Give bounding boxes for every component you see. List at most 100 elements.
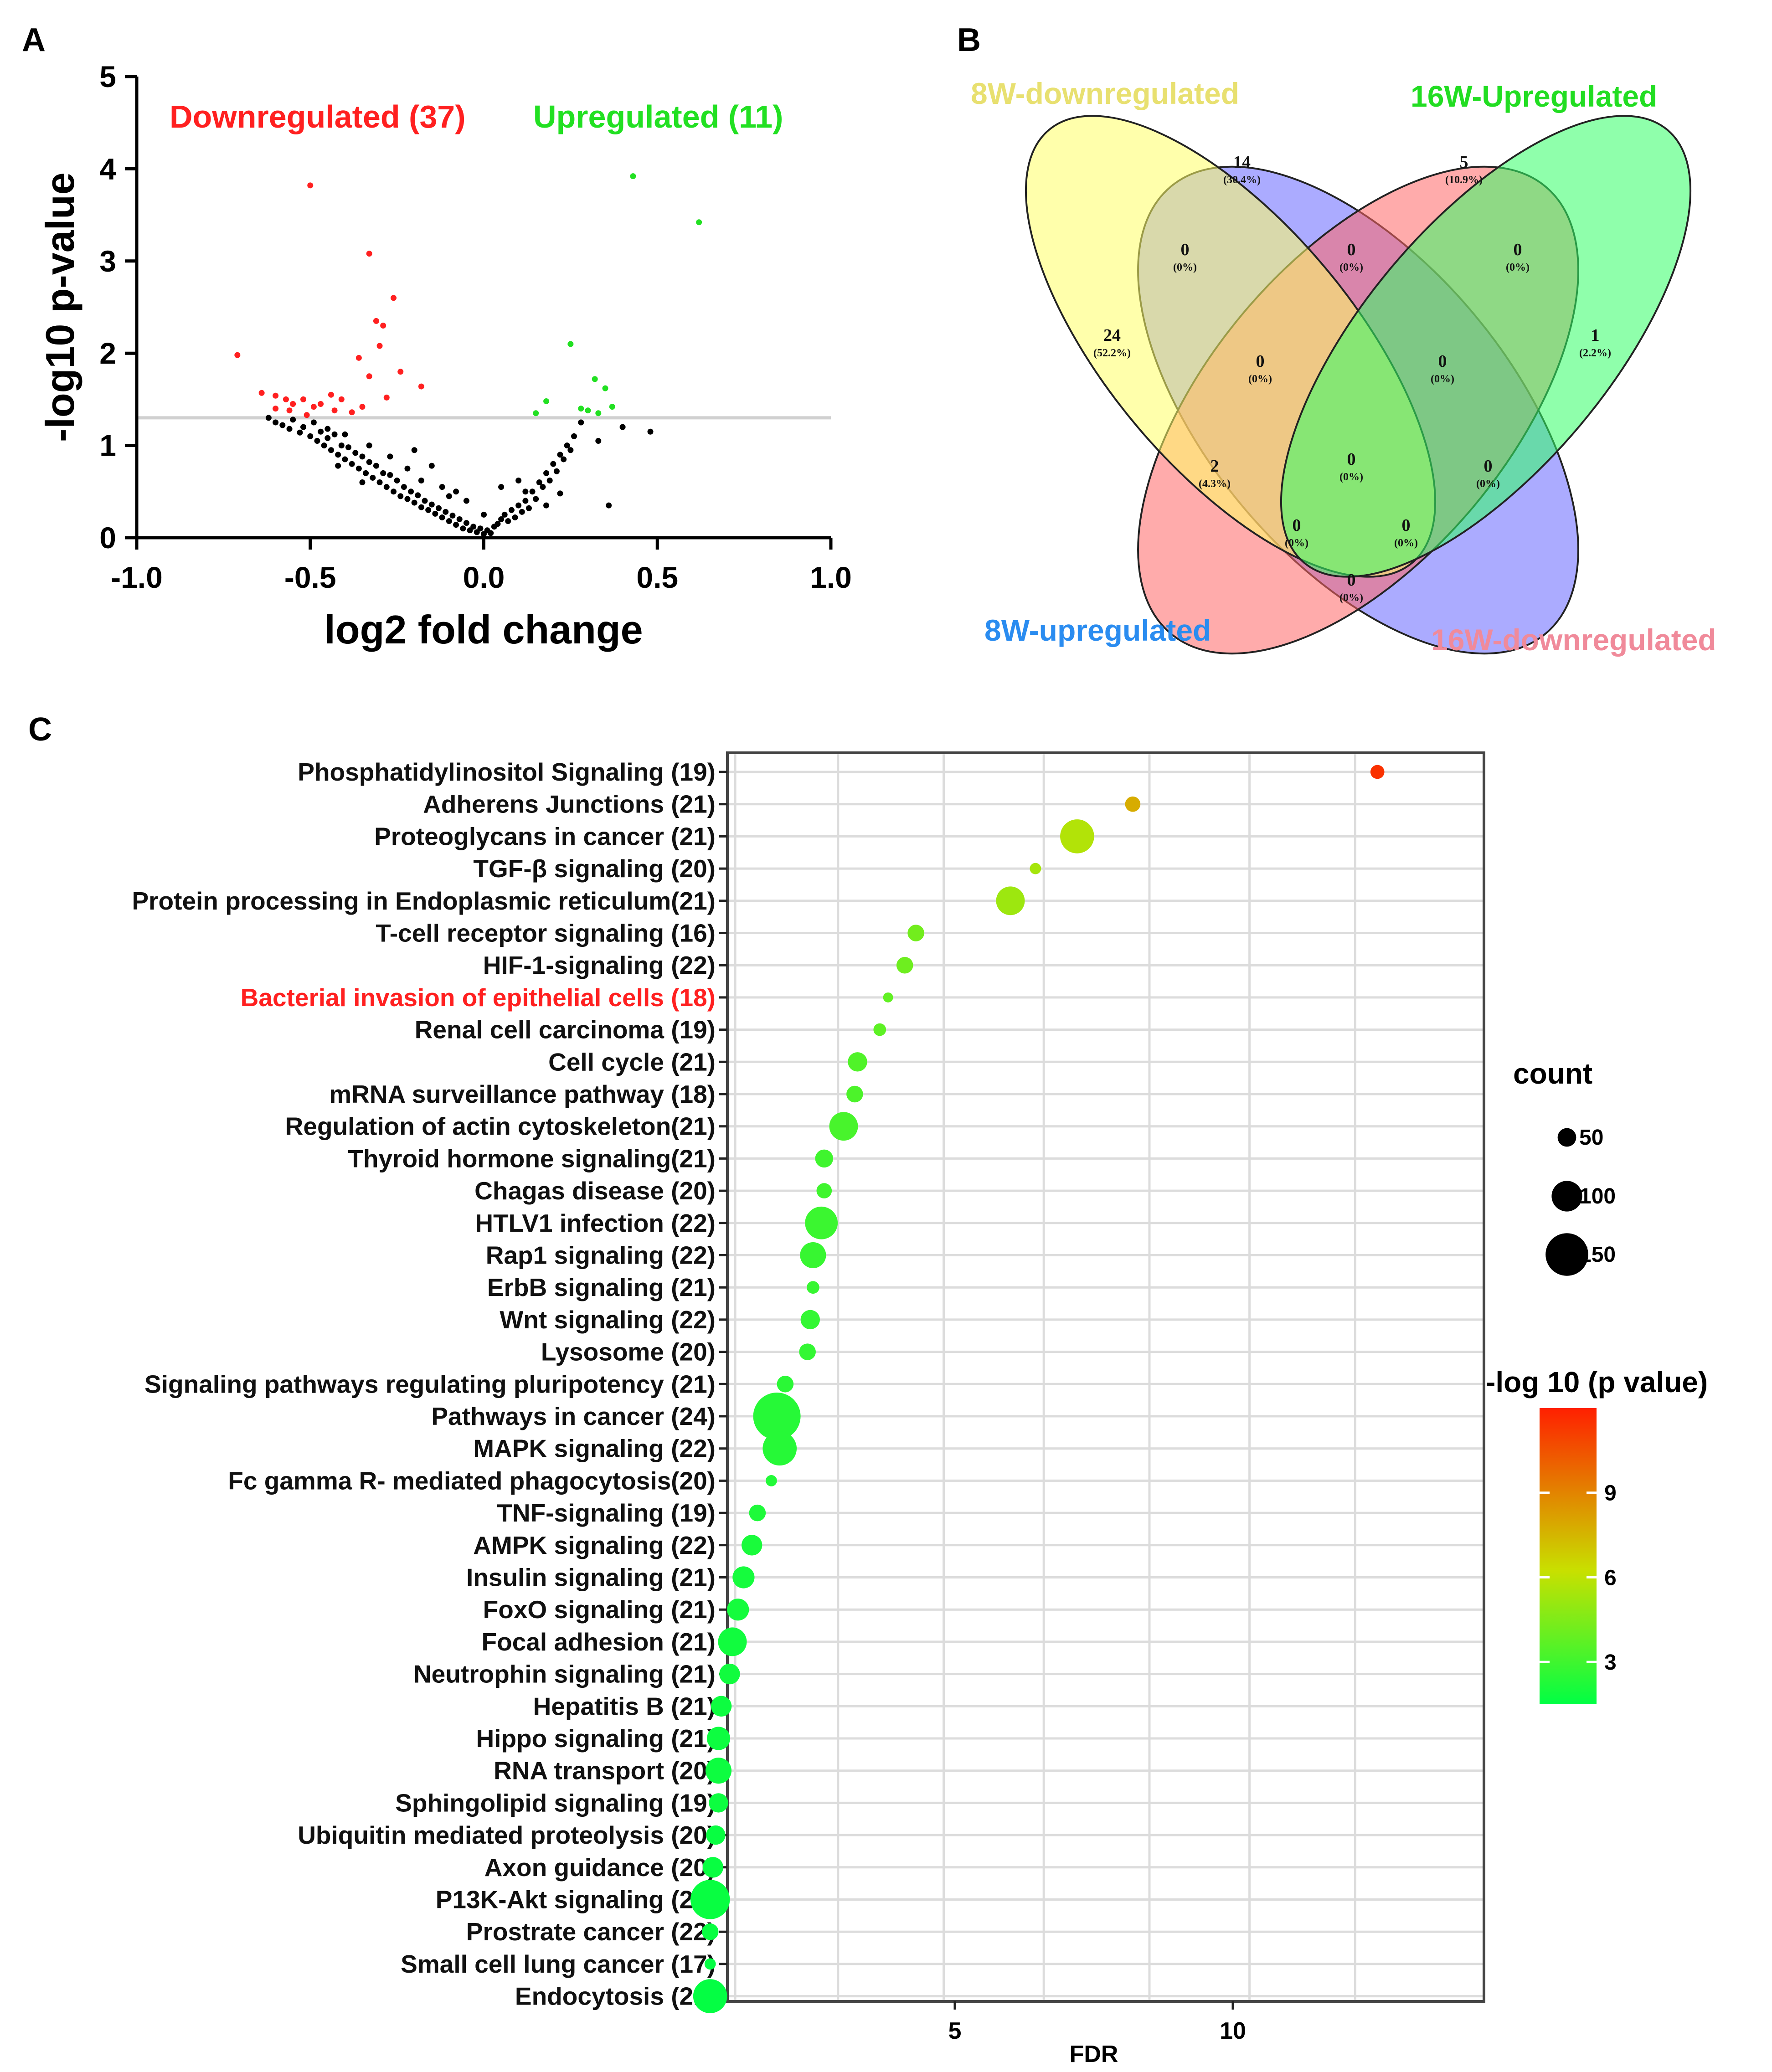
pathway-bubble [706, 1727, 731, 1750]
venn-region-percent: (0%) [1506, 262, 1530, 273]
volcano-point [411, 447, 417, 453]
pathway-bubble-chart: Phosphatidylinositol Signaling (19) Adher… [132, 751, 1708, 2067]
upregulated-annotation: Upregulated (11) [533, 99, 783, 134]
venn-region-count: 0 [1256, 352, 1265, 371]
pathway-label: Sphingolipid signaling (19) [395, 1789, 716, 1817]
pathway-bubble [690, 1880, 730, 1919]
venn-region-count: 0 [1402, 516, 1411, 535]
volcano-point [453, 522, 459, 528]
pathway-label: Cell cycle (21) [548, 1048, 716, 1076]
pathway-label: Axon guidance (20) [484, 1853, 716, 1882]
volcano-point [349, 461, 355, 467]
venn-label-8w-upregulated: 8W-upregulated [984, 613, 1211, 647]
volcano-point [297, 429, 303, 436]
pathway-bubble [896, 956, 913, 974]
pathway-label: Endocytosis (21) [515, 1982, 716, 2010]
volcano-point [456, 516, 463, 523]
volcano-point [536, 479, 542, 486]
volcano-point [373, 318, 379, 324]
panel-label-a: A [22, 22, 46, 58]
volcano-point [366, 373, 372, 380]
pathway-bubble [711, 1696, 732, 1717]
volcano-point [258, 390, 265, 396]
pathway-label: Proteoglycans in cancer (21) [374, 822, 716, 850]
volcano-point [404, 465, 411, 472]
pathway-label: Rap1 signaling (22) [486, 1241, 716, 1270]
volcano-point [342, 431, 348, 437]
pathway-label: Adherens Junctions (21) [423, 790, 716, 818]
volcano-point [300, 396, 307, 402]
volcano-point [619, 424, 626, 430]
volcano-point [501, 511, 508, 518]
venn-region-count: 0 [1514, 240, 1522, 259]
volcano-point [338, 396, 345, 402]
pathway-label: AMPK signaling (22) [473, 1531, 716, 1559]
volcano-point [488, 530, 494, 536]
size-legend-dot [1545, 1233, 1588, 1276]
volcano-point [515, 502, 522, 509]
volcano-point [331, 431, 338, 437]
pathway-bubble [742, 1535, 762, 1556]
volcano-point [290, 401, 296, 407]
volcano-point [436, 505, 442, 511]
x-tick-label: 0.0 [463, 560, 505, 594]
volcano-point [543, 398, 550, 404]
volcano-point [355, 465, 362, 472]
pathway-bubble [766, 1475, 777, 1486]
color-scale-bar [1540, 1408, 1597, 1704]
pathway-bubble [709, 1793, 728, 1813]
volcano-point [557, 490, 563, 497]
pathway-label: Wnt signaling (22) [500, 1306, 716, 1334]
volcano-point [481, 511, 487, 518]
venn-region-percent: (0%) [1431, 373, 1454, 385]
volcano-point [470, 524, 477, 530]
volcano-point [543, 502, 550, 509]
venn-region-count: 0 [1347, 240, 1356, 259]
volcano-point [508, 507, 515, 513]
pathway-label: Bacterial invasion of epithelial cells (… [241, 983, 716, 1012]
volcano-point [290, 416, 296, 423]
pathway-bubble [753, 1393, 801, 1440]
volcano-point [335, 463, 341, 469]
volcano-point [283, 396, 289, 402]
volcano-point [328, 447, 334, 453]
x-tick-label: 10 [1220, 2018, 1246, 2044]
venn-diagram: 14 (30.4%) 5 (10.9%) 24 (52.2%) 1 (2.2%) 0 (0%) 0 (… [971, 77, 1716, 657]
pathway-bubble [800, 1242, 826, 1269]
venn-region-percent: (30.4%) [1223, 174, 1261, 186]
color-legend-label: 6 [1604, 1566, 1617, 1590]
pathway-label: Protein processing in Endoplasmic reticu… [132, 887, 716, 915]
size-legend-title: count [1513, 1057, 1592, 1090]
volcano-point [602, 385, 608, 391]
size-legend-label: 50 [1579, 1126, 1603, 1150]
volcano-point [234, 352, 241, 358]
y-tick-label: 2 [99, 336, 116, 370]
volcano-point [418, 383, 424, 390]
pathway-bubble [996, 886, 1025, 915]
venn-region-count: 1 [1591, 326, 1600, 345]
pathway-label: Renal cell carcinoma (19) [415, 1016, 716, 1044]
volcano-point [495, 521, 501, 527]
pathway-bubble [815, 1149, 834, 1168]
pathway-bubble [1125, 796, 1141, 812]
pathway-label: Lysosome (20) [541, 1338, 716, 1366]
volcano-point [477, 525, 484, 532]
volcano-point [366, 251, 372, 257]
pathway-bubble [705, 1758, 732, 1784]
volcano-point [273, 392, 279, 399]
pathway-label: Neutrophin signaling (21) [413, 1660, 716, 1688]
volcano-point [394, 478, 400, 484]
volcano-point [533, 496, 539, 502]
volcano-point [325, 426, 331, 432]
x-tick-label: -0.5 [284, 560, 336, 594]
volcano-point [446, 518, 452, 524]
pathway-bubble [693, 1979, 727, 2013]
volcano-point [376, 479, 383, 486]
volcano-point [387, 472, 393, 478]
volcano-point [557, 452, 563, 458]
venn-region-percent: (0%) [1394, 537, 1418, 549]
volcano-point [307, 433, 314, 439]
volcano-point [325, 435, 331, 441]
pathway-bubble [727, 1599, 749, 1621]
pathway-bubble [749, 1504, 766, 1522]
